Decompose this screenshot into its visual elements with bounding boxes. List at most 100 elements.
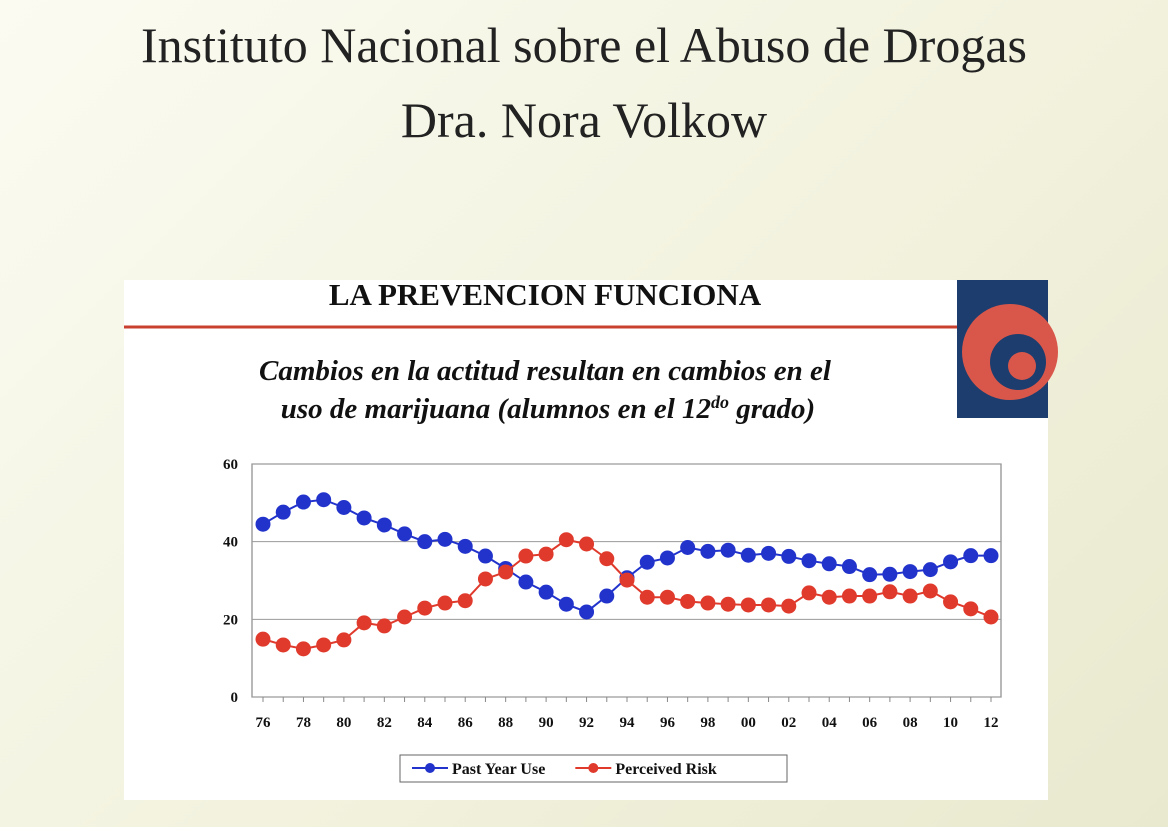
data-point: [255, 516, 271, 532]
data-point: [801, 553, 817, 569]
data-point: [841, 588, 857, 604]
x-tick-label: 00: [741, 715, 756, 731]
data-point: [781, 598, 797, 614]
data-point: [841, 559, 857, 575]
legend-label: Perceived Risk: [615, 761, 717, 778]
logo: [957, 280, 1058, 418]
x-tick-label: 76: [256, 715, 272, 731]
data-point: [801, 585, 817, 601]
data-point: [720, 596, 736, 612]
data-point: [316, 492, 332, 508]
data-point: [356, 510, 372, 526]
x-tick-label: 08: [903, 715, 918, 731]
slide-title: Instituto Nacional sobre el Abuso de Dro…: [141, 17, 1027, 73]
slide-subtitle: Dra. Nora Volkow: [401, 92, 767, 148]
data-point: [316, 637, 332, 653]
data-point: [983, 548, 999, 564]
data-point: [639, 554, 655, 570]
data-point: [680, 539, 696, 555]
x-tick-label: 82: [377, 715, 392, 731]
x-tick-label: 98: [700, 715, 715, 731]
chart-subtitle: uso de marijuana (alumnos en el 12do gra…: [281, 392, 815, 425]
data-point: [943, 554, 959, 570]
chart-title: LA PREVENCION FUNCIONA: [329, 277, 762, 312]
data-point: [821, 589, 837, 605]
legend-marker: [425, 763, 435, 773]
data-point: [477, 571, 493, 587]
data-point: [275, 504, 291, 520]
data-point: [437, 595, 453, 611]
data-point: [295, 494, 311, 510]
data-point: [397, 526, 413, 542]
x-tick-label: 02: [781, 715, 796, 731]
x-tick-label: 04: [822, 715, 838, 731]
data-point: [700, 543, 716, 559]
x-tick-label: 86: [458, 715, 474, 731]
data-point: [983, 609, 999, 625]
data-point: [599, 551, 615, 567]
x-tick-label: 78: [296, 715, 311, 731]
data-point: [902, 564, 918, 580]
subtitle-text: uso de marijuana (alumnos en el 12: [281, 393, 711, 425]
data-point: [397, 609, 413, 625]
data-point: [538, 546, 554, 562]
subtitle-text: grado): [729, 393, 815, 425]
x-tick-label: 94: [620, 715, 636, 731]
data-point: [720, 542, 736, 558]
data-point: [740, 547, 756, 563]
y-tick-label: 60: [223, 457, 238, 473]
data-point: [579, 604, 595, 620]
data-point: [963, 601, 979, 617]
data-point: [336, 499, 352, 515]
data-point: [781, 548, 797, 564]
data-point: [680, 593, 696, 609]
data-point: [356, 615, 372, 631]
x-tick-label: 84: [417, 715, 433, 731]
data-point: [862, 567, 878, 583]
logo-shape: [1008, 352, 1036, 380]
x-tick-label: 92: [579, 715, 594, 731]
data-point: [376, 618, 392, 634]
data-point: [922, 583, 938, 599]
data-point: [477, 548, 493, 564]
data-point: [700, 595, 716, 611]
y-tick-label: 0: [231, 690, 239, 706]
data-point: [882, 566, 898, 582]
data-point: [639, 589, 655, 605]
data-point: [821, 556, 837, 572]
data-point: [518, 574, 534, 590]
legend-label: Past Year Use: [452, 761, 545, 778]
data-point: [902, 588, 918, 604]
data-point: [963, 548, 979, 564]
data-point: [558, 532, 574, 548]
chart-subtitle: Cambios en la actitud resultan en cambio…: [259, 355, 832, 387]
data-point: [437, 531, 453, 547]
data-point: [498, 564, 514, 580]
data-point: [417, 600, 433, 616]
data-point: [518, 548, 534, 564]
data-point: [579, 536, 595, 552]
data-point: [457, 593, 473, 609]
x-tick-label: 90: [539, 715, 554, 731]
data-point: [659, 589, 675, 605]
x-tick-label: 12: [984, 715, 999, 731]
data-point: [417, 534, 433, 550]
data-point: [336, 632, 352, 648]
data-point: [599, 588, 615, 604]
data-point: [659, 550, 675, 566]
x-tick-label: 80: [336, 715, 351, 731]
data-point: [862, 588, 878, 604]
x-tick-label: 10: [943, 715, 958, 731]
data-point: [295, 641, 311, 657]
data-point: [882, 584, 898, 600]
data-point: [761, 545, 777, 561]
data-point: [922, 562, 938, 578]
data-point: [255, 631, 271, 647]
data-point: [943, 594, 959, 610]
legend-marker: [588, 763, 599, 773]
data-point: [740, 597, 756, 613]
data-point: [457, 538, 473, 554]
data-point: [619, 572, 635, 588]
